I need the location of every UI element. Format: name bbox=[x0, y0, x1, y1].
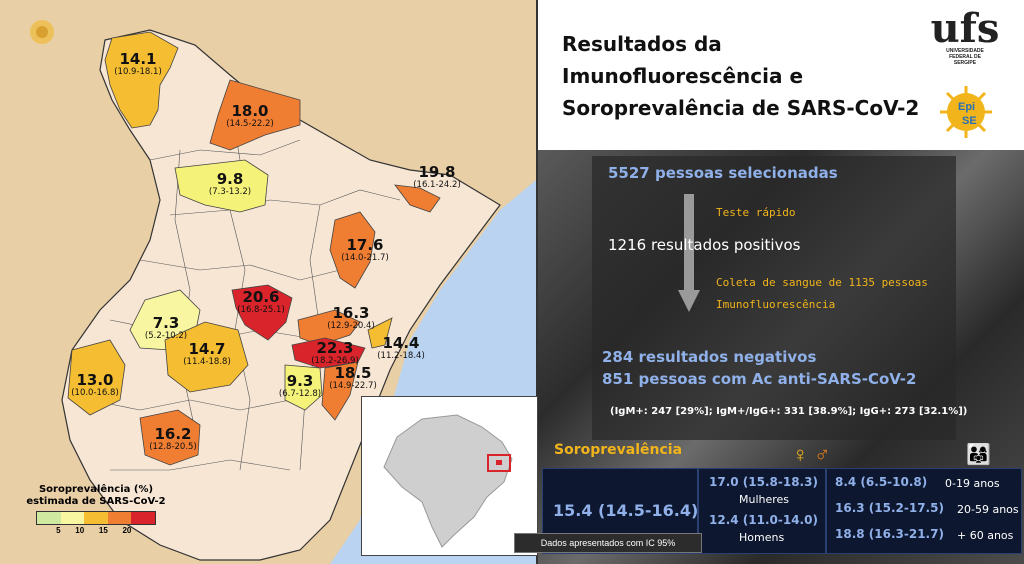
episse-logo-icon: Epi SE bbox=[940, 86, 992, 138]
age-20-59-value: 16.3 (15.2-17.5) bbox=[835, 501, 944, 515]
region-label: 22.3 (18.2-26.9) bbox=[311, 339, 359, 366]
female-icon: ♀ bbox=[792, 442, 809, 467]
region-13-0[interactable] bbox=[67, 339, 126, 416]
antibody-breakdown: (IgM+: 247 [29%]; IgM+/IgG+: 331 [38.9%]… bbox=[610, 406, 968, 417]
region-18-5[interactable] bbox=[321, 361, 359, 421]
step-immunofluorescence: Imunofluorescência bbox=[716, 298, 836, 311]
age-60-label: + 60 anos bbox=[957, 529, 1014, 542]
region-label: 18.0 (14.5-22.2) bbox=[226, 102, 274, 129]
region-17-6[interactable] bbox=[329, 211, 376, 289]
step-rapid-test: Teste rápido bbox=[716, 206, 796, 219]
legend-ticks: 5 10 15 20 bbox=[56, 526, 132, 535]
flow-panel: 5527 pessoas selecionadas Teste rápido 1… bbox=[538, 150, 1024, 564]
men-label: Homens bbox=[739, 531, 785, 544]
virus-logo-icon bbox=[30, 20, 54, 44]
region-label: 16.2 (12.8-20.5) bbox=[149, 425, 197, 452]
age-groups-icon: 👨‍👩‍👧 bbox=[966, 444, 991, 466]
region-14-4[interactable] bbox=[367, 317, 393, 349]
soroprevalence-title: Soroprevalência bbox=[554, 442, 683, 458]
region-label: 7.3 (5.2-10.2) bbox=[144, 314, 188, 341]
legend-colorbar bbox=[36, 511, 156, 525]
svg-text:SE: SE bbox=[962, 115, 977, 127]
step-blood-collection: Coleta de sangue de 1135 pessoas bbox=[716, 276, 928, 289]
women-value: 17.0 (15.8-18.3) bbox=[709, 475, 818, 489]
municipal-boundaries bbox=[89, 99, 401, 471]
brazil-outline bbox=[383, 414, 513, 548]
page-title: Resultados da Imunofluorescência e Sorop… bbox=[562, 32, 920, 120]
women-label: Mulheres bbox=[739, 493, 790, 506]
age-stat-box: 8.4 (6.5-10.8) 0-19 anos 16.3 (15.2-17.5… bbox=[826, 468, 1022, 554]
flow-box bbox=[592, 156, 956, 440]
region-9-3[interactable] bbox=[284, 364, 323, 411]
region-label: 19.8 (16.1-24.2) bbox=[413, 163, 461, 190]
antibody-count: 851 pessoas com Ac anti-SARS-CoV-2 bbox=[602, 370, 917, 388]
region-label: 14.4 (11.2-18.4) bbox=[377, 334, 425, 361]
sex-stat-box: 17.0 (15.8-18.3) Mulheres 12.4 (11.0-14.… bbox=[698, 468, 826, 554]
male-icon: ♂ bbox=[814, 442, 831, 467]
svg-text:Epi: Epi bbox=[958, 101, 975, 113]
men-value: 12.4 (11.0-14.0) bbox=[709, 513, 818, 527]
age-0-19-value: 8.4 (6.5-10.8) bbox=[835, 475, 928, 489]
age-20-59-label: 20-59 anos bbox=[957, 503, 1019, 516]
negative-count: 284 resultados negativos bbox=[602, 348, 817, 366]
region-label: 9.3 (6.7-12.8) bbox=[278, 372, 322, 399]
age-60-value: 18.8 (16.3-21.7) bbox=[835, 527, 944, 541]
positive-count: 1216 resultados positivos bbox=[608, 236, 801, 254]
region-20-6[interactable] bbox=[231, 284, 293, 341]
brazil-inset-map bbox=[361, 396, 538, 556]
age-0-19-label: 0-19 anos bbox=[945, 477, 1000, 490]
state-map: 14.1 (10.9-18.1) 18.0 (14.5-22.2) 9.8 (7.3-… bbox=[0, 0, 538, 564]
region-label: 9.8 (7.3-13.2) bbox=[208, 170, 252, 197]
region-19-8[interactable] bbox=[394, 184, 441, 213]
down-arrow-icon bbox=[678, 194, 700, 312]
overall-value: 15.4 (14.5-16.4) bbox=[553, 501, 699, 520]
region-label: 20.6 (16.8-25.1) bbox=[237, 288, 285, 315]
legend-title: Soroprevalência (%) estimada de SARS-CoV-… bbox=[26, 484, 166, 507]
region-9-8[interactable] bbox=[174, 159, 269, 213]
region-16-2[interactable] bbox=[139, 409, 201, 466]
ci-note: Dados apresentados com IC 95% bbox=[514, 533, 702, 553]
region-label: 16.3 (12.9-20.4) bbox=[327, 304, 375, 331]
region-label: 14.1 (10.9-18.1) bbox=[114, 50, 162, 77]
region-label: 17.6 (14.0-21.7) bbox=[341, 236, 389, 263]
selected-count: 5527 pessoas selecionadas bbox=[608, 164, 838, 182]
region-label: 13.0 (10.0-16.8) bbox=[71, 371, 119, 398]
location-highlight bbox=[487, 454, 511, 472]
region-14-7[interactable] bbox=[164, 321, 249, 393]
region-label: 14.7 (11.4-18.8) bbox=[183, 340, 231, 367]
region-14-1[interactable] bbox=[104, 31, 179, 129]
region-18-0[interactable] bbox=[209, 79, 301, 151]
region-16-3[interactable] bbox=[297, 309, 361, 346]
map-legend: Soroprevalência (%) estimada de SARS-CoV-… bbox=[22, 484, 170, 535]
region-label: 18.5 (14.9-22.7) bbox=[329, 364, 377, 391]
results-panel: Resultados da Imunofluorescência e Sorop… bbox=[538, 0, 1024, 564]
ufs-logo: ufs UNIVERSIDADE FEDERAL DE SERGIPE bbox=[930, 5, 1000, 67]
